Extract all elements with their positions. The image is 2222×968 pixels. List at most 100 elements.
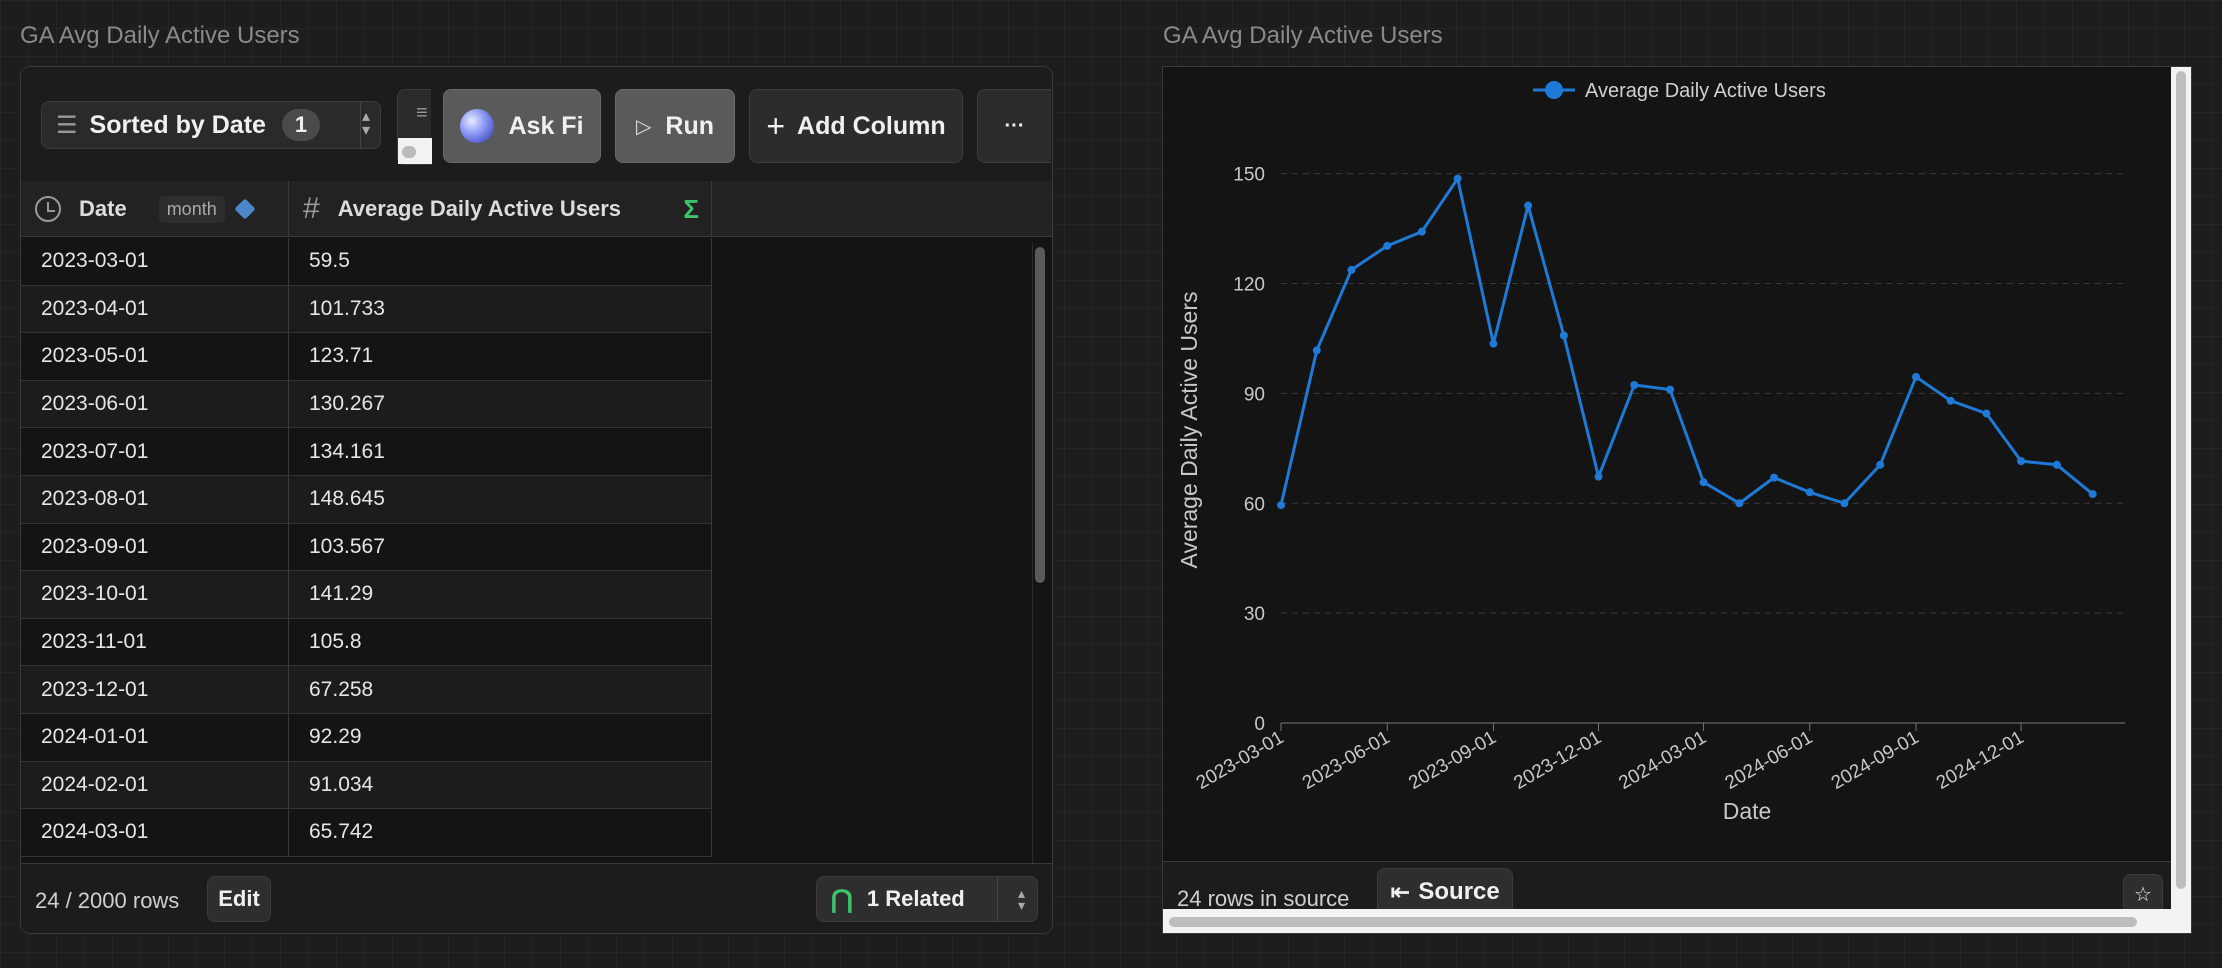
- chevron-updown-icon[interactable]: ▴ ▾: [1017, 885, 1025, 913]
- table-row[interactable]: 2023-05-01 123.71: [21, 333, 712, 381]
- y-tick-label: 0: [1254, 714, 1265, 735]
- cube-icon: [234, 198, 256, 220]
- play-icon: ▷: [636, 115, 652, 138]
- table-row[interactable]: 2024-02-01 91.034: [21, 761, 712, 810]
- data-point: [1559, 331, 1568, 340]
- chart-panel: 0 30 60 90 120 150 2023-03-01 2023-06-01 2023-09…: [1162, 66, 2192, 934]
- cell-date[interactable]: 2024-01-01: [21, 713, 289, 761]
- row-count: 24 / 2000 rows: [35, 888, 180, 913]
- cell-average-daily-active-users[interactable]: 105.8: [289, 618, 712, 666]
- data-point: [2017, 457, 2026, 466]
- rows-in-source: 24 rows in source: [1177, 886, 1350, 911]
- cell-average-daily-active-users[interactable]: 91.034: [289, 761, 712, 809]
- chevron-updown-icon[interactable]: ▴ ▾: [361, 108, 370, 139]
- related-arch-icon: ⋂: [831, 883, 853, 914]
- run-button[interactable]: ▷ Run: [615, 89, 735, 163]
- table-row[interactable]: 2023-12-01 67.258: [21, 666, 712, 714]
- add-column-button[interactable]: + Add Column: [749, 89, 963, 163]
- column-header-average-daily-active-users[interactable]: # Average Daily Active Users Σ: [289, 181, 712, 237]
- chart-horizontal-scrollbar[interactable]: [1163, 909, 2173, 933]
- data-point: [1383, 241, 1392, 250]
- table-row[interactable]: 2023-06-01 130.267: [21, 380, 712, 429]
- data-point: [1347, 265, 1356, 274]
- cell-date[interactable]: 2023-03-01: [21, 238, 289, 285]
- cell-date[interactable]: 2024-03-01: [21, 809, 289, 856]
- sigma-icon[interactable]: Σ: [683, 193, 699, 224]
- cell-average-daily-active-users[interactable]: 134.161: [289, 428, 712, 475]
- x-tick-label: 2023-06-01: [1299, 727, 1394, 794]
- data-point: [1876, 460, 1885, 469]
- cell-average-daily-active-users[interactable]: 67.258: [289, 666, 712, 713]
- cell-average-daily-active-users[interactable]: 148.645: [289, 475, 712, 523]
- cell-date[interactable]: 2024-02-01: [21, 761, 289, 809]
- column-label-date: Date: [79, 196, 127, 221]
- related-label: 1 Related: [866, 886, 965, 911]
- cell-average-daily-active-users[interactable]: 65.742: [289, 809, 712, 856]
- cell-average-daily-active-users[interactable]: 123.71: [289, 333, 712, 380]
- divider: [997, 877, 998, 921]
- scrollbar-thumb[interactable]: [1169, 917, 2137, 927]
- cell-date[interactable]: 2023-09-01: [21, 523, 289, 571]
- x-tick-label: 2024-03-01: [1615, 727, 1710, 794]
- source-label: Source: [1418, 878, 1500, 905]
- data-point: [1489, 339, 1498, 348]
- data-point: [1453, 174, 1462, 183]
- table-row[interactable]: 2023-10-01 141.29: [21, 571, 712, 619]
- legend-marker: [1545, 81, 1563, 99]
- column-header-date[interactable]: Date month: [21, 181, 289, 237]
- y-tick-label: 30: [1244, 604, 1265, 625]
- sort-button[interactable]: ☰ Sorted by Date 1 ▴ ▾: [41, 101, 381, 149]
- cell-average-daily-active-users[interactable]: 103.567: [289, 523, 712, 571]
- ellipsis-icon: ···: [1004, 114, 1025, 137]
- scrollbar-thumb[interactable]: [2176, 71, 2186, 889]
- cell-date[interactable]: 2023-08-01: [21, 475, 289, 523]
- sort-label: Sorted by Date: [89, 110, 266, 139]
- left-panel-title: GA Avg Daily Active Users: [20, 22, 300, 49]
- table-row[interactable]: 2024-03-01 65.742: [21, 809, 712, 857]
- cell-average-daily-active-users[interactable]: 141.29: [289, 571, 712, 618]
- table-row[interactable]: 2023-08-01 148.645: [21, 475, 712, 524]
- legend-label: Average Daily Active Users: [1585, 80, 1826, 102]
- table-row[interactable]: 2023-07-01 134.161: [21, 428, 712, 476]
- cell-average-daily-active-users[interactable]: 130.267: [289, 380, 712, 428]
- cell-date[interactable]: 2023-04-01: [21, 285, 289, 333]
- table-row[interactable]: 2023-03-01 59.5: [21, 238, 712, 286]
- cell-date[interactable]: 2023-07-01: [21, 428, 289, 475]
- divider: [360, 102, 361, 148]
- y-tick-label: 150: [1233, 165, 1265, 186]
- chart-vertical-scrollbar[interactable]: [2171, 67, 2191, 933]
- cell-average-daily-active-users[interactable]: 101.733: [289, 285, 712, 333]
- table-row[interactable]: 2023-04-01 101.733: [21, 285, 712, 334]
- x-tick-label: 2024-06-01: [1722, 727, 1817, 794]
- data-point: [1666, 385, 1675, 394]
- table-row[interactable]: 2023-11-01 105.8: [21, 618, 712, 667]
- ai-orb-icon: [460, 109, 495, 143]
- star-icon[interactable]: ☆: [2123, 874, 2163, 914]
- cell-date[interactable]: 2023-06-01: [21, 380, 289, 428]
- granularity-badge[interactable]: month: [158, 195, 225, 223]
- y-tick-label: 60: [1244, 494, 1265, 515]
- more-options-button[interactable]: ···: [977, 89, 1051, 163]
- edit-button[interactable]: Edit: [207, 876, 271, 922]
- cell-date[interactable]: 2023-11-01: [21, 618, 289, 666]
- table-row[interactable]: 2024-01-01 92.29: [21, 713, 712, 762]
- cell-date[interactable]: 2023-05-01: [21, 333, 289, 380]
- table-row[interactable]: 2023-09-01 103.567: [21, 523, 712, 572]
- table-vertical-scrollbar[interactable]: [1032, 243, 1046, 863]
- related-button[interactable]: ⋂ 1 Related ▴ ▾: [816, 876, 1038, 922]
- ask-fi-button[interactable]: Ask Fi: [443, 89, 601, 163]
- table-body: 2023-03-01 59.5 2023-04-01 101.733 2023-05-0…: [21, 238, 712, 864]
- scrollbar-thumb[interactable]: [1035, 247, 1045, 583]
- cell-average-daily-active-users[interactable]: 92.29: [289, 713, 712, 761]
- y-tick-label: 120: [1233, 275, 1265, 296]
- filter-icon: ≡: [416, 102, 428, 124]
- data-point: [1735, 499, 1744, 508]
- data-point: [1946, 396, 1955, 405]
- source-button[interactable]: ⇤ Source: [1377, 868, 1513, 916]
- data-point: [1770, 473, 1779, 482]
- cell-average-daily-active-users[interactable]: 59.5: [289, 238, 712, 285]
- cell-date[interactable]: 2023-12-01: [21, 666, 289, 713]
- filter-button[interactable]: ≡: [397, 89, 432, 165]
- toggle-icon[interactable]: [402, 146, 416, 158]
- cell-date[interactable]: 2023-10-01: [21, 571, 289, 618]
